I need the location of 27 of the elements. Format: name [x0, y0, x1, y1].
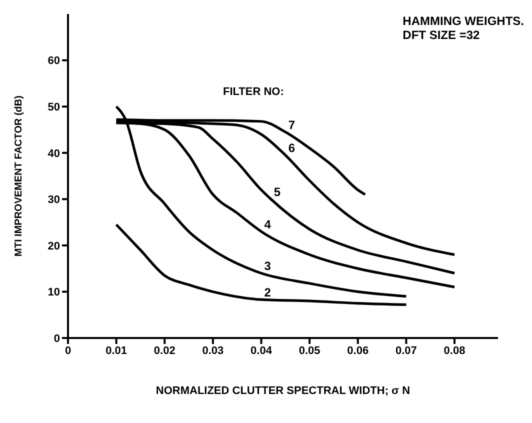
x-tick-label: 0	[64, 344, 72, 357]
chart-title: HAMMING WEIGHTS.	[402, 14, 524, 28]
x-tick-label: 0.06	[347, 344, 369, 357]
text: DFT SIZE =32	[402, 28, 481, 42]
x-tick-label: 0.02	[154, 344, 176, 357]
series-label: 4	[264, 218, 272, 232]
y-tick-label: 40	[48, 148, 60, 160]
y-tick-label: 10	[48, 286, 60, 299]
y-tick-label: 20	[48, 240, 60, 252]
x-axis-title: NORMALIZED CLUTTER SPECTRAL WIDTH; σ N	[156, 385, 410, 397]
y-tick-label: 50	[48, 101, 60, 114]
x-tick-label: 0.04	[250, 344, 273, 357]
y-tick-label: 30	[48, 194, 60, 206]
series-label: 6	[288, 141, 296, 156]
y-tick-label: 0	[54, 332, 60, 345]
x-tick-label: 0.01	[106, 344, 128, 357]
x-tick-label: 0.05	[298, 344, 320, 357]
annotation: FILTER NO:	[223, 86, 284, 98]
y-tick-label: 60	[48, 55, 60, 68]
series-label: 2	[264, 286, 272, 300]
series-label: 7	[288, 118, 296, 132]
x-tick-label: 0.07	[395, 344, 417, 357]
y-axis-title: MTI IMPROVEMENT FACTOR (dB)	[14, 96, 25, 256]
x-tick-label: 0.03	[202, 344, 224, 357]
series-label: 5	[274, 185, 281, 200]
series-label: 3	[264, 259, 272, 274]
x-tick-label: 0.08	[444, 344, 466, 357]
